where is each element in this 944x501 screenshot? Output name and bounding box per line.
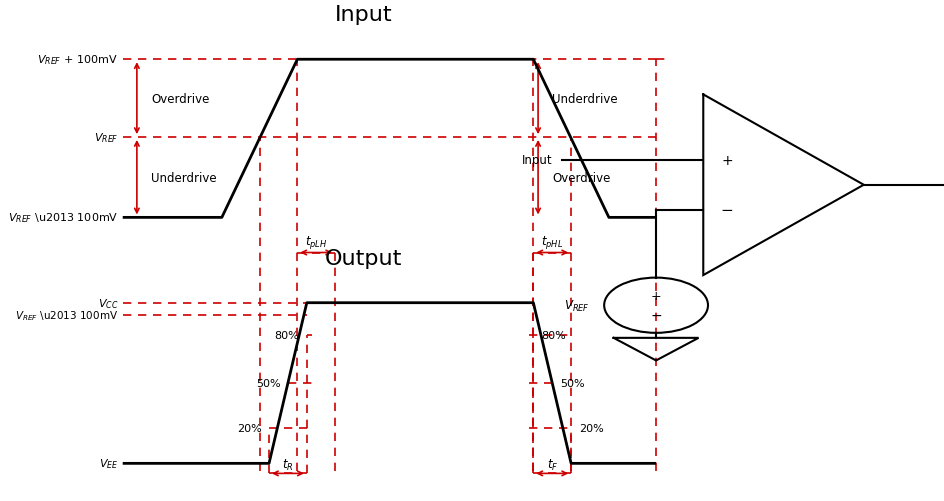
- Text: Overdrive: Overdrive: [552, 171, 611, 184]
- Text: +: +: [650, 289, 662, 302]
- Text: $V_{EE}$: $V_{EE}$: [98, 456, 118, 470]
- Text: 20%: 20%: [237, 423, 261, 433]
- Text: $\mathit{V}_{REF}$ + 100mV: $\mathit{V}_{REF}$ + 100mV: [38, 53, 118, 67]
- Text: −: −: [650, 309, 662, 323]
- Text: $t_F$: $t_F$: [547, 457, 558, 472]
- Text: 50%: 50%: [560, 378, 584, 388]
- Text: $V_{REF}$: $V_{REF}$: [565, 298, 590, 313]
- Text: Input: Input: [522, 154, 552, 167]
- Text: $V_{REF}$ \u2013 100mV: $V_{REF}$ \u2013 100mV: [15, 309, 118, 323]
- Text: −: −: [720, 203, 733, 218]
- Text: Input: Input: [334, 5, 393, 25]
- Text: Output: Output: [325, 248, 402, 268]
- Text: $t_{pHL}$: $t_{pHL}$: [541, 233, 564, 250]
- Text: +: +: [721, 153, 733, 167]
- Text: Underdrive: Underdrive: [151, 171, 217, 184]
- Text: 80%: 80%: [275, 331, 299, 341]
- Text: $\mathit{V}_{REF}$: $\mathit{V}_{REF}$: [93, 131, 118, 145]
- Text: Overdrive: Overdrive: [151, 93, 210, 105]
- Text: $t_R$: $t_R$: [282, 457, 294, 472]
- Text: $V_{CC}$: $V_{CC}$: [97, 296, 118, 310]
- Text: $t_{pLH}$: $t_{pLH}$: [305, 233, 328, 250]
- Text: Underdrive: Underdrive: [552, 93, 618, 105]
- Text: 50%: 50%: [256, 378, 280, 388]
- Text: 80%: 80%: [541, 331, 565, 341]
- Text: $\mathit{V}_{REF}$ \u2013 100mV: $\mathit{V}_{REF}$ \u2013 100mV: [8, 211, 118, 225]
- Text: 20%: 20%: [579, 423, 603, 433]
